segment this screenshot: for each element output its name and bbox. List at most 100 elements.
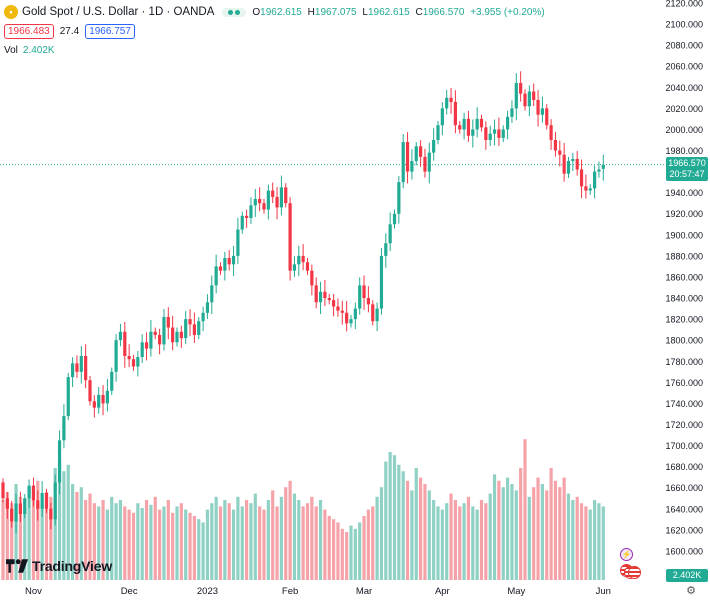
candle-body	[379, 255, 384, 309]
candle-body	[458, 125, 462, 130]
candle-body	[597, 169, 601, 172]
candle-body	[92, 401, 96, 408]
y-tick-label: 1800.000	[665, 336, 703, 346]
y-tick-label: 1880.000	[665, 251, 703, 261]
market-status-icon[interactable]	[222, 7, 247, 17]
y-tick-label: 1900.000	[665, 230, 703, 240]
candle-body	[79, 355, 83, 372]
candle-body	[549, 125, 553, 140]
volume-bar	[453, 500, 457, 580]
x-tick-label: Dec	[121, 586, 138, 597]
volume-bar	[197, 519, 201, 580]
candle-body	[114, 340, 118, 372]
candle-body	[271, 190, 275, 197]
volume-bar	[332, 519, 336, 580]
last-price: 1966.570	[668, 158, 706, 168]
volume-bar	[279, 496, 283, 580]
sell-price-button[interactable]: 1966.483	[4, 24, 54, 39]
volume-bar	[401, 471, 405, 580]
candle-body	[201, 312, 205, 322]
candle-body	[262, 203, 266, 210]
volume-bar	[414, 468, 418, 580]
candle-body	[192, 324, 196, 335]
candle-body	[545, 108, 549, 126]
candle-body	[253, 198, 257, 206]
volume-bar	[305, 503, 310, 580]
volume-bar	[345, 532, 349, 580]
candle-body	[62, 416, 66, 441]
volume-legend[interactable]: Vol 2.402K	[4, 45, 545, 56]
candle-body	[314, 285, 318, 303]
volume-bar	[105, 509, 109, 580]
candle-body	[466, 118, 471, 136]
volume-bar	[497, 480, 501, 580]
tradingview-logo-icon	[6, 559, 28, 573]
volume-bar	[462, 503, 466, 580]
volume-bar	[284, 487, 288, 580]
candle-body	[131, 359, 136, 367]
candle-body	[275, 196, 279, 208]
volume-bar	[10, 503, 14, 580]
tradingview-logo-text: TradingView	[32, 558, 113, 574]
volume-bar	[593, 500, 597, 580]
us-flag-event-icon-3[interactable]	[628, 566, 641, 579]
candle-body	[236, 229, 240, 256]
volume-bar	[153, 496, 157, 580]
candle-body	[14, 503, 18, 522]
candle-body	[601, 164, 605, 169]
volume-bar	[258, 506, 262, 580]
candle-body	[27, 485, 31, 499]
y-tick-label: 1840.000	[665, 294, 703, 304]
volume-bar	[558, 487, 562, 580]
symbol-title[interactable]: Gold Spot / U.S. Dollar · 1D · OANDA	[22, 6, 215, 18]
y-tick-label: 1820.000	[665, 315, 703, 325]
candle-body	[553, 139, 558, 151]
chart-settings-icon[interactable]: ⚙	[686, 585, 696, 597]
y-tick-label: 1780.000	[665, 357, 703, 367]
volume-bar	[349, 525, 353, 580]
volume-bar	[179, 503, 183, 580]
volume-bar	[519, 468, 523, 580]
volume-bar	[323, 509, 327, 580]
volume-bar	[218, 506, 223, 580]
event-flash-icon[interactable]: ⚡	[620, 548, 633, 561]
volume-bar	[584, 506, 588, 580]
volume-bar	[97, 506, 101, 580]
volume-bar	[384, 461, 388, 580]
volume-bar	[506, 477, 510, 580]
y-tick-label: 1860.000	[665, 272, 703, 282]
volume-bar	[57, 460, 62, 580]
volume-bar	[27, 487, 31, 580]
candle-body	[18, 503, 22, 515]
close-value: 1966.570	[422, 6, 465, 18]
candle-body	[40, 492, 44, 509]
tradingview-logo[interactable]: TradingView	[6, 558, 112, 574]
candle-body	[579, 169, 584, 187]
volume-bar	[31, 500, 36, 580]
volume-bar	[466, 496, 471, 580]
volume-bar	[379, 487, 384, 580]
candle-body	[375, 308, 379, 322]
legend: • Gold Spot / U.S. Dollar · 1D · OANDA O…	[4, 4, 545, 56]
buy-price-button[interactable]: 1966.757	[85, 24, 135, 39]
candle-body	[44, 492, 49, 509]
candle-body	[144, 342, 149, 349]
volume-bar	[262, 509, 266, 580]
candle-body	[440, 108, 444, 126]
candle-body	[484, 127, 488, 140]
volume-bar	[458, 506, 462, 580]
candle-body	[279, 187, 283, 208]
volume-bar	[245, 500, 249, 580]
x-tick-label: Feb	[282, 586, 298, 597]
y-tick-label: 2000.000	[665, 125, 703, 135]
volume-bar	[353, 528, 357, 580]
volume-bar	[127, 509, 131, 580]
y-tick-label: 2060.000	[665, 62, 703, 72]
candle-body	[166, 317, 170, 328]
y-tick-label: 1940.000	[665, 188, 703, 198]
volume-bar	[575, 496, 579, 580]
candle-body	[475, 118, 479, 130]
candle-body	[371, 304, 375, 322]
candle-body	[184, 319, 188, 339]
